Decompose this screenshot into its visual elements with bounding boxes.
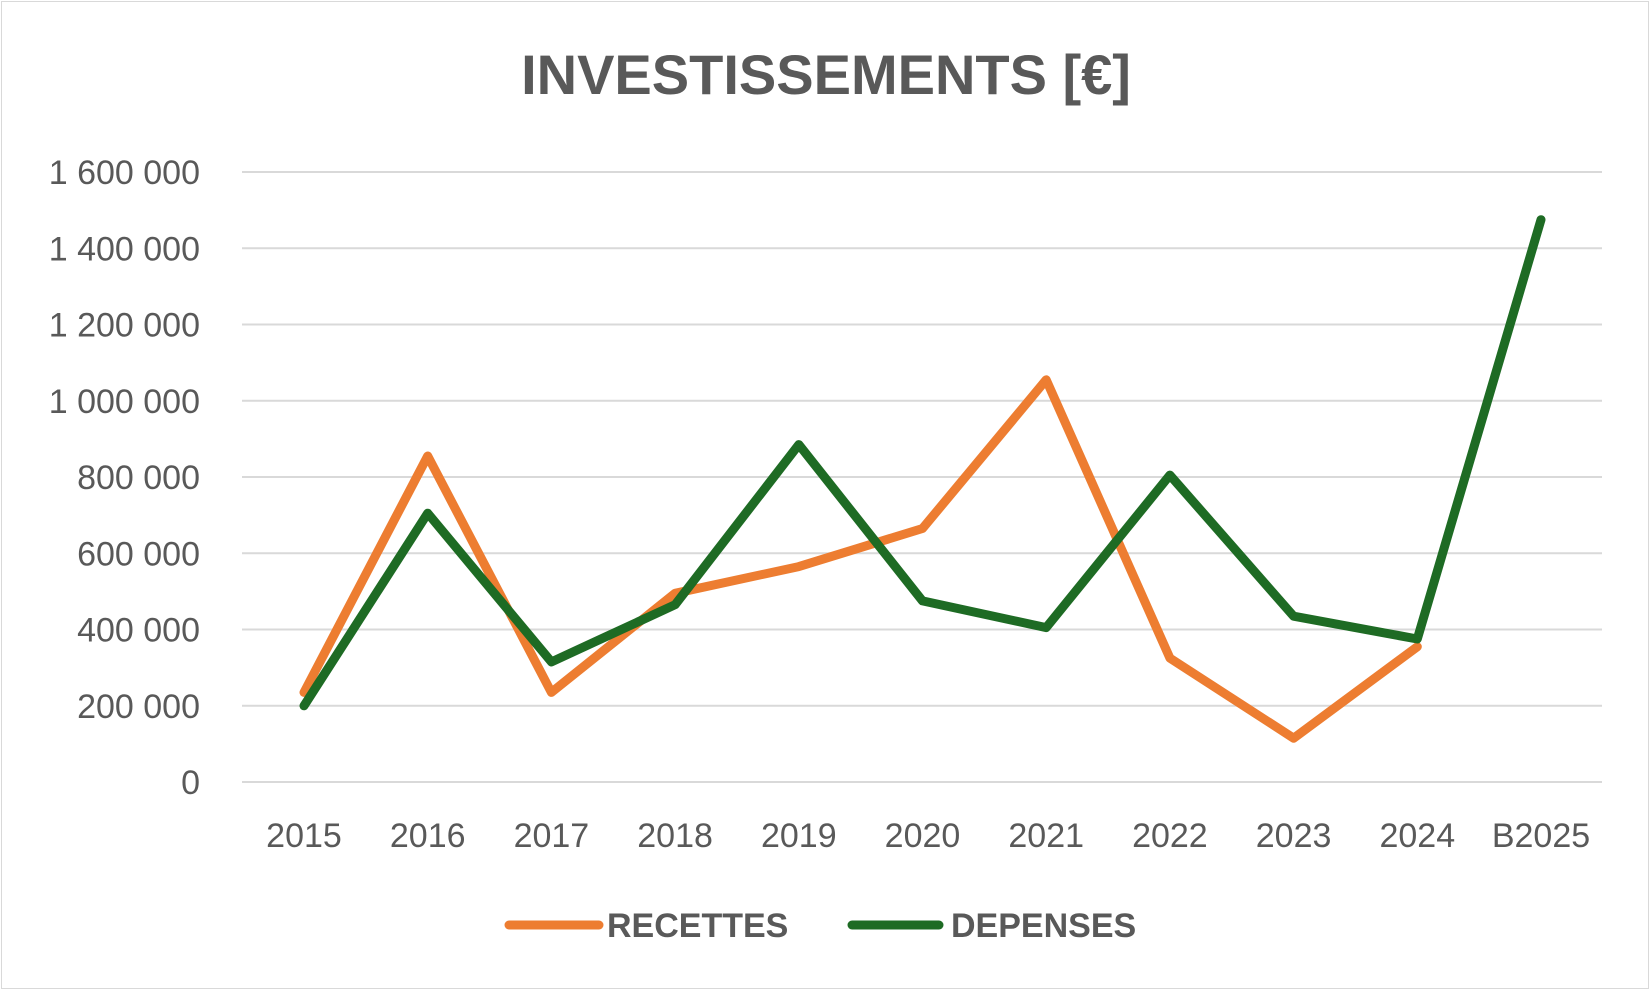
x-axis-labels: 2015 2016 2017 2018 2019 2020 2021 2022 2023 2024… [266,817,1590,855]
chart-title: INVESTISSEMENTS [€] [521,43,1131,106]
x-tick-label: 2023 [1256,817,1332,855]
y-tick-label: 1 400 000 [49,230,200,268]
y-tick-label: 600 000 [77,535,200,573]
x-tick-label: B2025 [1492,817,1590,855]
legend: RECETTES DEPENSES [504,907,1136,945]
y-tick-label: 1 200 000 [49,307,200,345]
x-tick-label: 2021 [1008,817,1084,855]
x-tick-label: 2016 [390,817,466,855]
y-axis-labels: 0 200 000 400 000 600 000 800 000 1 000 000 1 … [49,154,200,802]
x-tick-label: 2019 [761,817,837,855]
x-tick-label: 2017 [514,817,590,855]
y-tick-label: 400 000 [77,612,200,650]
y-tick-label: 1 600 000 [49,154,200,192]
y-tick-label: 0 [181,764,200,802]
series-line-depenses [299,215,1546,711]
y-tick-label: 800 000 [77,459,200,497]
legend-label-recettes: RECETTES [607,907,788,945]
x-tick-label: 2015 [266,817,342,855]
series-lines [299,215,1546,743]
series-line-recettes [299,375,1422,743]
y-tick-label: 1 000 000 [49,383,200,421]
x-tick-label: 2024 [1379,817,1455,855]
gridlines [242,171,1602,783]
x-tick-label: 2018 [637,817,713,855]
y-tick-label: 200 000 [77,688,200,726]
x-tick-label: 2022 [1132,817,1208,855]
legend-label-depenses: DEPENSES [951,907,1136,945]
x-tick-label: 2020 [885,817,961,855]
